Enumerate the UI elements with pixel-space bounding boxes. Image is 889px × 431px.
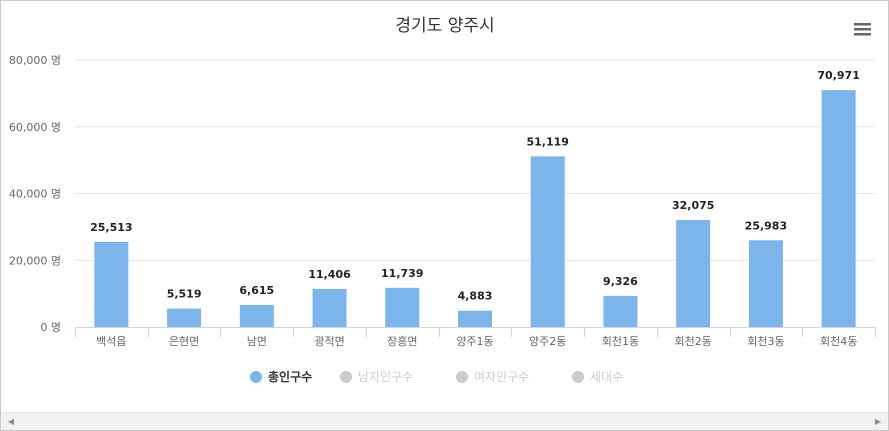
- x-tick-label: 광적면: [314, 335, 344, 348]
- x-axis: [75, 327, 876, 337]
- legend-label: 총인구수: [268, 369, 312, 384]
- bar[interactable]: [385, 287, 420, 327]
- legend-item[interactable]: 총인구수: [250, 369, 312, 384]
- bar-series: [94, 90, 856, 328]
- x-axis-labels: 백석읍 은현면 남면 광적면 장흥면 양주1동 양주2동 회천1동 회천2동 회천3동 회천4동: [96, 334, 857, 348]
- data-label: 6,615: [239, 284, 274, 297]
- data-label: 25,983: [745, 219, 787, 232]
- hamburger-menu-icon: [854, 23, 871, 36]
- scroll-left-arrow-icon[interactable]: ◀: [7, 417, 15, 426]
- data-labels: 25,513 5,519 6,615 11,406 11,739 4,883 51,119 9…: [90, 69, 860, 303]
- y-tick-label: 60,000 명: [9, 121, 61, 134]
- y-tick-label: 40,000 명: [9, 188, 61, 201]
- x-tick-label: 회천3동: [747, 334, 784, 348]
- bar[interactable]: [603, 295, 638, 327]
- data-label: 4,883: [458, 290, 493, 303]
- x-tick-label: 양주1동: [456, 335, 493, 348]
- bar[interactable]: [748, 240, 783, 327]
- legend-label: 여자인구수: [474, 370, 529, 384]
- data-label: 5,519: [167, 288, 202, 301]
- legend-marker: [572, 371, 584, 383]
- data-label: 11,406: [308, 268, 351, 281]
- x-tick-label: 회천4동: [820, 334, 857, 348]
- chart-title: 경기도 양주시: [395, 16, 494, 36]
- x-tick-label: 장흥면: [387, 334, 417, 348]
- legend-marker: [250, 371, 262, 383]
- bar[interactable]: [94, 241, 129, 327]
- x-tick-label: 남면: [247, 335, 267, 348]
- y-tick-label: 20,000 명: [9, 254, 61, 267]
- data-label: 70,971: [817, 69, 859, 82]
- grid-lines: [75, 59, 875, 261]
- x-tick-label: 백석읍: [96, 335, 126, 348]
- legend-label: 남자인구수: [358, 370, 413, 384]
- x-tick-label: 회천1동: [602, 334, 639, 348]
- bar[interactable]: [458, 310, 492, 327]
- data-label: 25,513: [90, 221, 132, 234]
- bar[interactable]: [312, 288, 347, 327]
- y-axis-labels: 0 명 20,000 명 40,000 명 60,000 명 80,000 명: [9, 54, 61, 334]
- bar[interactable]: [676, 219, 711, 327]
- chart-menu-button[interactable]: [849, 17, 875, 41]
- x-tick-label: 양주2동: [529, 335, 566, 348]
- x-tick-label: 회천2동: [675, 334, 712, 348]
- data-label: 51,119: [527, 135, 569, 148]
- y-tick-label: 0 명: [40, 321, 61, 334]
- bar[interactable]: [167, 308, 202, 327]
- bar[interactable]: [530, 156, 565, 327]
- legend-item[interactable]: 남자인구수: [340, 370, 413, 384]
- y-tick-label: 80,000 명: [9, 54, 61, 67]
- data-label: 9,326: [603, 275, 638, 288]
- x-tick-label: 은현면: [169, 335, 199, 348]
- bar[interactable]: [821, 90, 856, 328]
- bar[interactable]: [239, 304, 274, 327]
- legend-item[interactable]: 여자인구수: [456, 370, 529, 384]
- legend-marker: [456, 371, 468, 383]
- chart-canvas: 경기도 양주시 0 명 20,000 명 40,000 명 60,000 명 80,00…: [9, 16, 876, 384]
- legend-item[interactable]: 세대수: [572, 370, 623, 384]
- legend: 총인구수 남자인구수 여자인구수 세대수: [250, 369, 623, 384]
- horizontal-scrollbar[interactable]: ◀ ▶: [1, 412, 888, 430]
- legend-label: 세대수: [590, 370, 623, 384]
- scroll-right-arrow-icon[interactable]: ▶: [874, 417, 882, 426]
- legend-marker: [340, 371, 352, 383]
- data-label: 32,075: [672, 199, 714, 212]
- data-label: 11,739: [381, 267, 423, 280]
